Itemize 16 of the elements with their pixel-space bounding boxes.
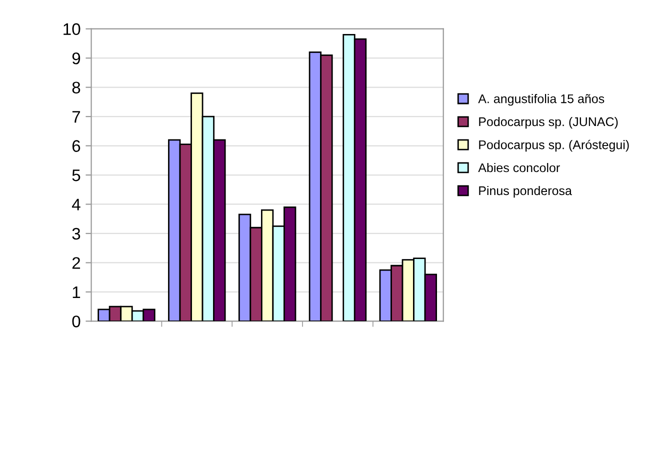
- y-tick-label: 3: [72, 228, 80, 240]
- y-tick-label: 9: [72, 52, 80, 64]
- y-tick-label: 1: [72, 286, 80, 298]
- y-tick-label: 5: [72, 170, 80, 182]
- legend-label: Abies concolor: [478, 162, 560, 172]
- y-tick-label: 6: [72, 140, 80, 152]
- y-tick-label: 7: [72, 111, 80, 123]
- y-tick-label: 2: [72, 257, 80, 269]
- legend-label: Podocarpus sp. (Aróstegui): [479, 140, 629, 152]
- legend-label: Podocarpus sp. (JUNAC): [479, 116, 618, 129]
- y-tick-label: 4: [72, 198, 80, 210]
- y-tick-label: 0: [72, 316, 80, 328]
- y-tick-label: 10: [64, 23, 80, 36]
- legend-label: A. angustifolia 15 años: [478, 94, 604, 106]
- y-tick-label: 8: [72, 82, 80, 94]
- legend-label: Pinus ponderosa: [479, 186, 572, 198]
